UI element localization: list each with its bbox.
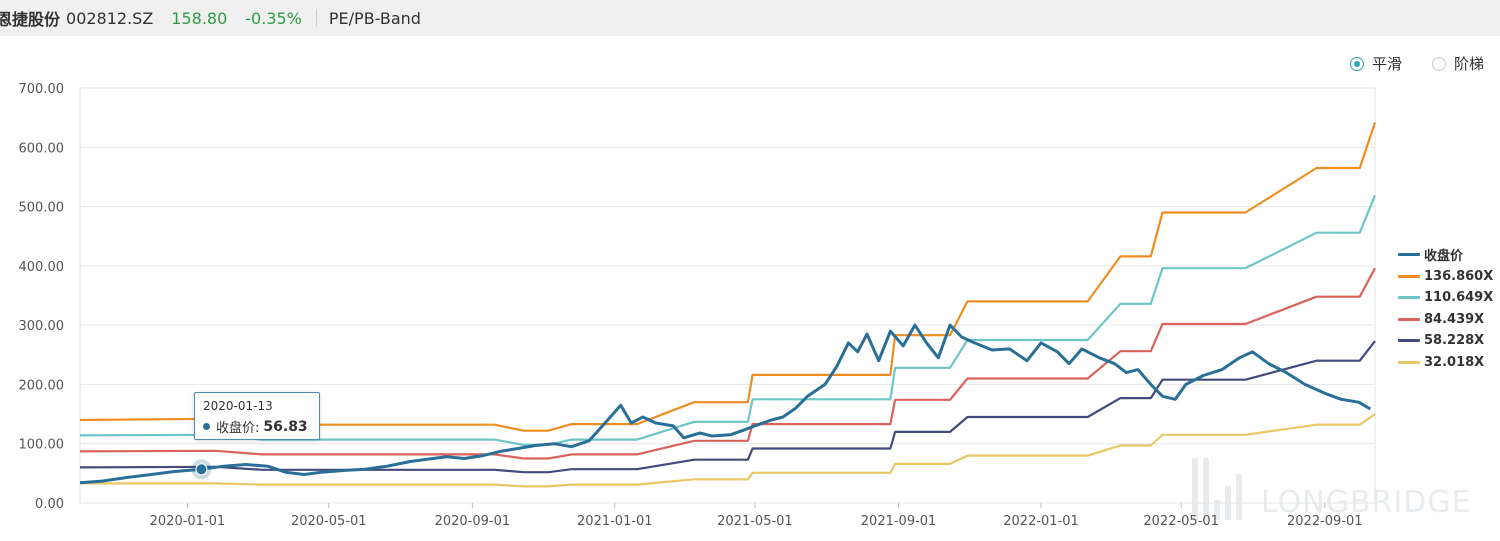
series-line-pe136 [79,122,1377,432]
legend-item-close[interactable]: 收盘价 [1398,244,1493,266]
tooltip-series-dot [203,423,210,430]
mode-smooth-radio[interactable]: 平滑 [1350,53,1402,74]
legend-swatch [1398,339,1420,343]
x-tick-label: 2020-05-01 [291,514,367,529]
legend-label: 136.860X [1424,268,1494,284]
y-tick-label: 500.00 [19,201,65,216]
y-tick-label: 700.00 [19,82,65,97]
x-tick-label: 2021-01-01 [577,514,653,529]
legend-swatch [1398,296,1420,300]
series-line-pe110 [79,194,1377,446]
series-line-pe58 [79,340,1376,474]
chart-legend: 收盘价 136.860X 110.649X 84.439X 58.228X 32.018X [1398,244,1493,373]
legend-item-pe84[interactable]: 84.439X [1398,309,1493,331]
legend-swatch [1398,274,1420,278]
stock-name: 恩捷股份 [0,10,61,29]
legend-item-pe110[interactable]: 110.649X [1398,287,1493,309]
series-line-close [79,323,1372,485]
legend-label: 收盘价 [1424,249,1464,265]
stock-code: 002812.SZ [66,8,154,28]
radio-selected-icon[interactable] [1350,56,1364,71]
y-tick-label: 600.00 [19,141,65,156]
legend-item-pe58[interactable]: 58.228X [1398,330,1493,352]
x-tick-label: 2022-01-01 [1003,514,1079,529]
tooltip-date: 2020-01-13 [203,399,273,413]
mode-step-radio[interactable]: 阶梯 [1432,53,1484,74]
stock-price: 158.80 [171,8,228,28]
series-line-pe32 [80,413,1376,488]
legend-swatch [1398,360,1420,364]
tooltip-label: 收盘价: [216,421,260,436]
x-tick-label: 2020-09-01 [435,514,511,529]
x-tick-label: 2022-09-01 [1287,514,1363,529]
legend-item-pe32[interactable]: 32.018X [1398,352,1493,374]
legend-swatch [1398,317,1420,321]
legend-item-pe136[interactable]: 136.860X [1398,266,1493,288]
chart-tooltip: 2020-01-13 收盘价: 56.83 [194,392,320,440]
y-tick-label: 100.00 [19,438,65,453]
x-tick-label: 2021-05-01 [717,514,793,529]
tab-pe-pb-band[interactable]: PE/PB-Band [328,8,421,28]
y-tick-label: 0.00 [35,497,64,512]
stock-change: -0.35% [245,8,302,28]
x-tick-label: 2022-05-01 [1143,514,1219,529]
mode-smooth-label: 平滑 [1372,55,1403,73]
hover-point [195,463,208,476]
tooltip-value: 56.83 [263,418,308,435]
y-tick-label: 400.00 [19,260,65,275]
y-tick-label: 200.00 [19,378,65,393]
header-divider [315,9,317,27]
series-line-pe84 [79,267,1376,460]
x-tick-label: 2021-09-01 [861,514,937,529]
stock-header: 恩捷股份 002812.SZ 158.80 -0.35% PE/PB-Band [0,0,1500,36]
radio-unselected-icon[interactable] [1432,56,1446,71]
y-tick-label: 300.00 [19,319,65,334]
mode-step-label: 阶梯 [1454,55,1485,73]
x-tick-label: 2020-01-01 [150,514,226,529]
legend-label: 58.228X [1424,333,1485,349]
legend-label: 84.439X [1424,311,1485,327]
legend-label: 110.649X [1424,290,1494,306]
legend-label: 32.018X [1424,354,1485,370]
legend-swatch [1398,253,1420,257]
